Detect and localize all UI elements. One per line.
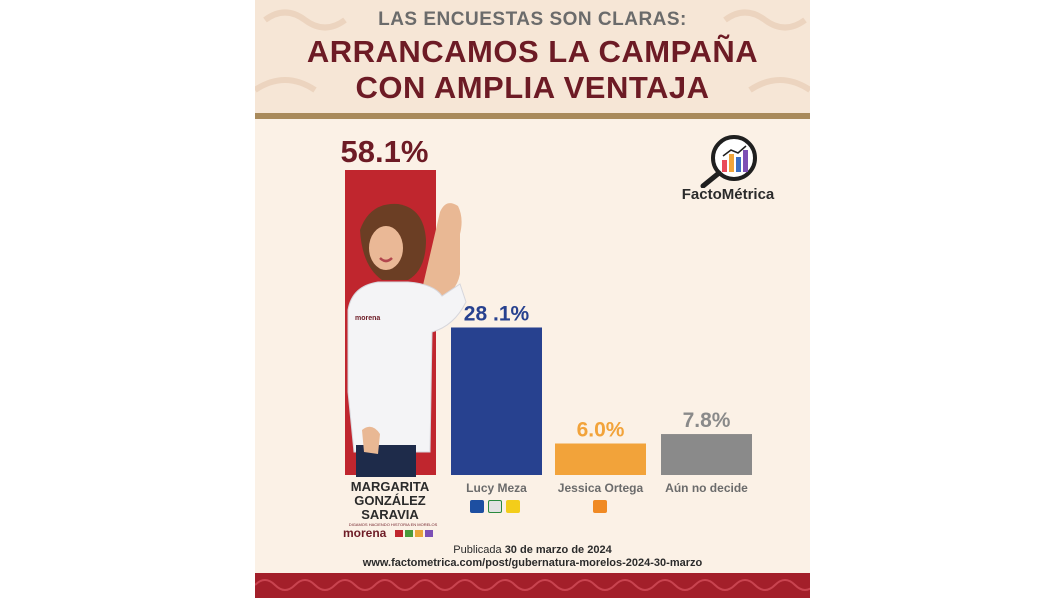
category-label-aun-no-decide: Aún no decide [665,481,748,495]
party-swatch-icon [425,530,433,537]
party-name: morena [343,526,387,540]
magnifier-chart-icon [700,135,757,189]
value-label-aun-no-decide: 7.8% [683,409,731,432]
footer-pattern [255,579,810,591]
candidate-name-line-3: SARAVIA [361,507,419,522]
factometrica-logo: FactoMétrica [673,132,783,210]
value-label-jessica-ortega: 6.0% [577,419,625,442]
decorative-footer-band [255,573,810,598]
decorative-header-band [255,0,810,116]
poll-poster: LAS ENCUESTAS SON CLARAS: ARRANCAMOS LA … [255,0,810,598]
morena-logo: DIGAMOS HACIENDO HISTORIA EN MORELOS mor… [343,522,443,540]
candidate-name-line-1: MARGARITA [350,479,430,494]
source-url[interactable]: www.factometrica.com/post/gubernatura-mo… [362,557,703,569]
pri-logo-icon [488,500,502,513]
candidate-name: MARGARITA GONZÁLEZ SARAVIA [335,480,445,522]
brand-name: FactoMétrica [681,186,775,203]
bar-lucy-meza [451,327,542,475]
prd-logo-icon [506,500,520,513]
category-label-lucy-meza: Lucy Meza [466,481,527,495]
candidate-photo: morena [347,203,467,477]
value-label-lucy-meza: 28 .1% [464,302,530,325]
headline-line-1: ARRANCAMOS LA CAMPAÑA [306,34,759,69]
party-swatch-icon [405,530,413,537]
divider [255,113,810,119]
published-prefix: Publicada [453,544,502,556]
value-label-margarita: 58.1% [341,134,429,169]
party-slogan: DIGAMOS HACIENDO HISTORIA EN MORELOS [348,522,438,527]
kicker-text: LAS ENCUESTAS SON CLARAS: [378,9,687,30]
bar-jessica-ortega [555,443,646,475]
party-swatch-icon [395,530,403,537]
publication-date: Publicada 30 de marzo de 2024 [255,544,810,556]
decorative-pattern [255,9,810,93]
mc-logo-icon [593,500,607,513]
published-date: 30 de marzo de 2024 [504,544,612,556]
candidate-name-line-2: GONZÁLEZ [354,493,426,508]
headline-line-2: CON AMPLIA VENTAJA [355,70,710,105]
bar-aun-no-decide [661,434,752,475]
pan-logo-icon [470,500,484,513]
party-swatch-icon [415,530,423,537]
shirt-logo: morena [355,315,380,322]
category-label-jessica-ortega: Jessica Ortega [558,481,644,495]
